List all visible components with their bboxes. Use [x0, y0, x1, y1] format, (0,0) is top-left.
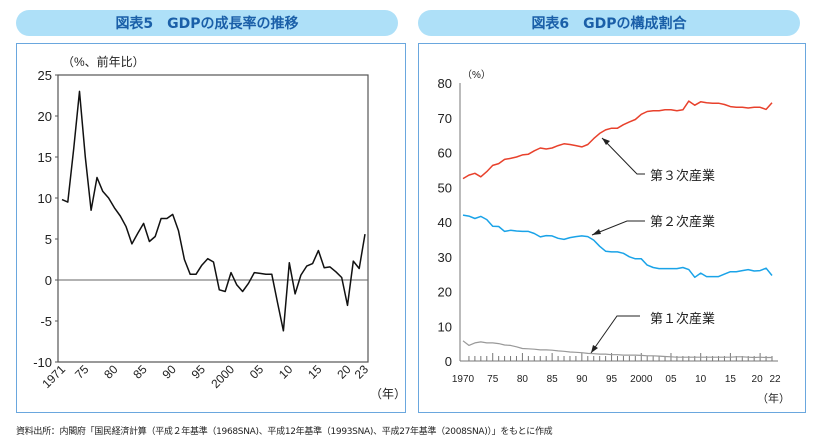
source-note: 資料出所：内閣府「国民経済計算（平成２年基準（1968SNA)、平成12年基準（… [16, 427, 553, 437]
chart5-xtick-label: 80 [101, 362, 121, 382]
chart5-series-line [61, 90, 366, 332]
chart6-ylabel: （%） [462, 69, 491, 81]
secondary-arrow-line [591, 220, 645, 236]
chart6-ytick-label: 40 [438, 215, 452, 230]
chart5-xtick-label: 23 [352, 362, 372, 382]
chart6-ytick-label: 10 [438, 319, 452, 334]
chart5-ytick-label: 25 [38, 68, 52, 83]
chart6-xtick-label: 85 [547, 374, 559, 385]
primary-label: 第１次産業 [650, 311, 715, 326]
chart5-ytick-label: 20 [38, 109, 52, 124]
chart6-xtick-label: 22 [769, 374, 781, 385]
primary-arrowhead [591, 345, 598, 353]
chart6-ytick-label: 60 [438, 146, 452, 161]
chart5-ytick-label: 5 [45, 232, 52, 247]
chart5-ytick-label: 0 [45, 273, 52, 288]
chart5-xtick-label: 10 [276, 362, 296, 382]
chart6-xlabel: （年） [757, 391, 790, 405]
chart6-ytick-label: 50 [438, 180, 452, 195]
chart6-series-line-3 [462, 340, 772, 359]
chart6-xtick-label: 75 [487, 374, 499, 385]
chart6-xtick-label: 1970 [452, 374, 475, 385]
chart6-ytick-label: 20 [438, 285, 452, 300]
chart5-ytick-label: 15 [38, 150, 52, 165]
chart6-ytick-label: 30 [438, 250, 452, 265]
chart5-title: 図表5 GDPの成長率の推移 [16, 10, 398, 36]
secondary-arrowhead [592, 229, 601, 235]
chart6-panel [418, 43, 806, 413]
chart5-ytick-label: -5 [40, 314, 52, 329]
chart6-xtick-label: 90 [576, 374, 588, 385]
chart5-plot-frame [57, 74, 369, 363]
tertiary-arrow-line [601, 137, 645, 175]
chart6-xtick-label: 05 [665, 374, 677, 385]
chart5-xtick-label: 90 [159, 362, 179, 382]
primary-arrow-line [590, 315, 640, 354]
chart5-xlabel: （年） [370, 387, 406, 401]
chart6-xtick-label: 10 [695, 374, 707, 385]
chart5-panel [16, 43, 406, 413]
chart5-xtick-label: 75 [72, 362, 92, 382]
chart6-ytick-label: 0 [445, 354, 452, 369]
chart6-title: 図表6 GDPの構成割合 [418, 10, 800, 36]
chart6-xtick-label: 15 [725, 374, 737, 385]
chart5-xtick-label: 95 [189, 362, 209, 382]
chart5-xtick-label: 2000 [208, 362, 237, 391]
chart5-ylabel: （%、前年比） [62, 54, 145, 69]
chart6-xtick-label: 95 [606, 374, 618, 385]
chart5-xtick-label: 15 [305, 362, 325, 382]
chart6-ytick-label: 70 [438, 111, 452, 126]
chart6-ytick-label: 80 [438, 76, 452, 91]
chart5-ytick-label: 10 [38, 191, 52, 206]
tertiary-arrowhead [602, 138, 610, 145]
chart6-xtick-label: 20 [752, 374, 764, 385]
chart6-series-line-1 [462, 100, 773, 180]
tertiary-label: 第３次産業 [650, 168, 715, 183]
chart6-xtick-label: 80 [517, 374, 529, 385]
chart6-xtick-label: 2000 [630, 374, 653, 385]
secondary-label: 第２次産業 [650, 214, 715, 229]
chart6-series-line-2 [462, 214, 773, 279]
chart5-xtick-label: 85 [130, 362, 150, 382]
chart5-ytick-label: -10 [33, 355, 52, 370]
chart5-xtick-label: 05 [247, 362, 267, 382]
